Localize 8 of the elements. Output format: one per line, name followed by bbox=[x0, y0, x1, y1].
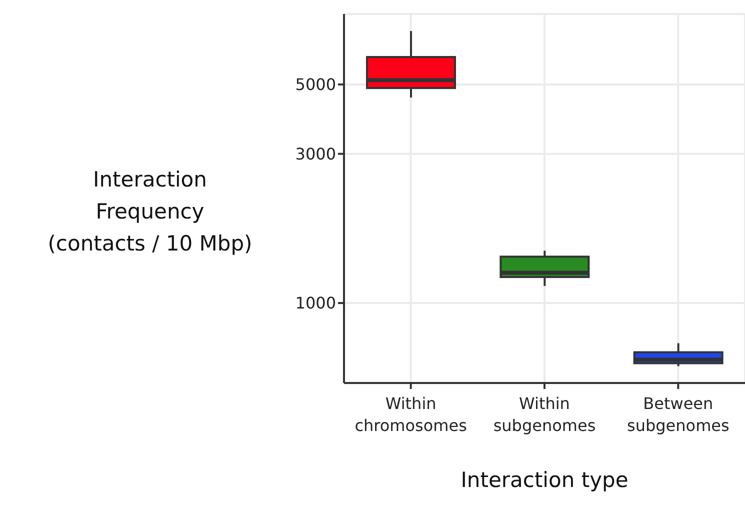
y-tick-label: 3000 bbox=[295, 144, 336, 164]
x-axis-title: Interaction type bbox=[460, 468, 628, 492]
y-axis-title: Interaction Frequency (contacts / 10 Mbp) bbox=[48, 168, 252, 256]
x-tick-label: Within chromosomes bbox=[354, 394, 467, 435]
y-tick-label: 1000 bbox=[295, 294, 336, 313]
x-tick-label: Within subgenomes bbox=[493, 394, 596, 435]
y-tick-label: 5000 bbox=[295, 75, 336, 94]
x-tick-label: Between subgenomes bbox=[627, 394, 730, 435]
